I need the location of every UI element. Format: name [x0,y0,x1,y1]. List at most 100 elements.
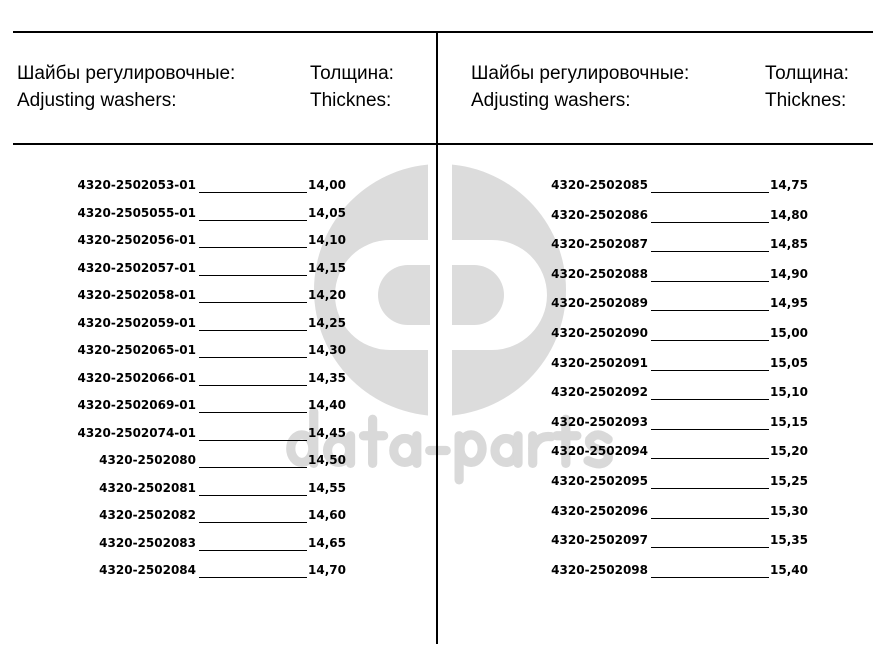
washer-row: 4320-2502085 14,75 [0,178,808,194]
part-number: 4320-2502085 [551,178,648,192]
leader-line [199,274,307,276]
leader-line [651,428,769,430]
thickness-value: 14,90 [770,266,808,281]
title-en: Adjusting washers: [471,90,631,111]
washer-row: 4320-2502083 14,65 [0,535,346,552]
thickness-value: 14,45 [308,425,346,440]
thickness-value: 14,50 [308,453,346,467]
leader-line [199,439,307,441]
leader-line [651,280,769,282]
leader-line [199,357,307,358]
thickness-value: 14,60 [308,508,346,522]
leader-line [651,576,769,578]
part-number: 4320-2502083 [99,535,196,550]
left-thickness-header: Толщина: Thicknes: [310,60,394,114]
part-number: 4320-2502089 [551,296,648,311]
part-number: 4320-2502087 [551,237,648,252]
thickness-value: 14,05 [308,205,346,220]
washer-row: 4320-2502065-01 14,30 [0,343,346,359]
leader-line [199,329,307,331]
thickness-value: 14,35 [308,370,346,385]
thickness-value: 14,65 [308,535,346,550]
part-number: 4320-2502097 [551,533,648,548]
leader-line [651,517,769,519]
part-number: 4320-2502053-01 [77,178,196,192]
right-title: Шайбы регулировочные: Adjusting washers: [471,60,689,114]
thickness-value: 15,25 [770,474,808,488]
leader-line [651,340,769,341]
leader-line [651,458,769,460]
leader-line [199,577,307,578]
part-number: 4320-2502056-01 [77,233,196,247]
washer-row: 4320-2502053-01 14,00 [0,178,346,194]
part-number: 4320-2502095 [551,474,648,488]
washer-row: 4320-2502059-01 14,25 [0,315,346,332]
thickness-en: Thicknes: [310,90,392,111]
leader-line [199,549,307,551]
washer-row: 4320-2502084 14,70 [0,563,346,579]
leader-line [199,522,307,523]
thickness-value: 14,80 [770,207,808,222]
thickness-value: 14,40 [308,398,346,412]
leader-line [199,247,307,248]
thickness-value: 15,40 [770,562,808,577]
washer-row: 4320-2502074-01 14,45 [0,425,346,442]
thickness-value: 14,20 [308,288,346,302]
washer-row: 4320-2502089 14,95 [0,296,808,312]
right-thickness-header: Толщина: Thicknes: [765,60,849,114]
thickness-value: 15,15 [770,414,808,429]
leader-line [199,219,307,221]
header-rule [13,143,873,145]
leader-line [651,221,769,223]
leader-line [199,412,307,413]
thickness-value: 15,05 [770,355,808,370]
part-number: 4320-2502096 [551,503,648,518]
leader-line [199,302,307,303]
leader-line [199,494,307,496]
part-number: 4320-2502057-01 [77,260,196,275]
leader-line [651,547,769,549]
thickness-value: 15,20 [770,444,808,459]
thickness-value: 14,70 [308,563,346,577]
washer-row: 4320-2502056-01 14,10 [0,233,346,249]
part-number: 4320-2502091 [551,355,648,370]
part-number: 4320-2502059-01 [77,315,196,330]
washer-row: 4320-2502095 15,25 [0,474,808,490]
washer-row: 4320-2502069-01 14,40 [0,398,346,414]
washer-row: 4320-2502058-01 14,20 [0,288,346,304]
thickness-ru: Толщина: [310,63,394,84]
top-rule [13,31,873,33]
leader-line [651,369,769,371]
thickness-value: 14,15 [308,260,346,275]
washer-row: 4320-2502057-01 14,15 [0,260,346,277]
leader-line [651,192,769,193]
washer-row: 4320-2502091 15,05 [0,355,808,372]
part-number: 4320-2505055-01 [77,205,196,220]
part-number: 4320-2502084 [99,563,196,577]
part-number: 4320-2502080 [99,453,196,467]
leader-line [651,251,769,253]
washer-row: 4320-2502097 15,35 [0,533,808,549]
part-number: 4320-2502082 [99,508,196,522]
part-number: 4320-2502086 [551,207,648,222]
leader-line [199,467,307,468]
part-number: 4320-2502092 [551,385,648,400]
leader-line [651,310,769,312]
leader-line [651,399,769,401]
part-number: 4320-2502058-01 [77,288,196,302]
leader-line [651,488,769,489]
thickness-value: 14,75 [770,178,808,192]
title-ru: Шайбы регулировочные: [17,63,236,84]
washer-row: 4320-2502096 15,30 [0,503,808,520]
washer-row: 4320-2502080 14,50 [0,453,346,469]
thickness-ru: Толщина: [765,63,849,84]
thickness-value: 14,10 [308,233,346,247]
washer-row: 4320-2502094 15,20 [0,444,808,460]
part-number: 4320-2502081 [99,480,196,495]
part-number: 4320-2502074-01 [77,425,196,440]
part-number: 4320-2502066-01 [77,370,196,385]
washer-row: 4320-2502088 14,90 [0,267,808,283]
thickness-value: 14,85 [770,237,808,252]
title-en: Adjusting washers: [17,90,177,111]
washer-row: 4320-2502098 15,40 [0,563,808,579]
